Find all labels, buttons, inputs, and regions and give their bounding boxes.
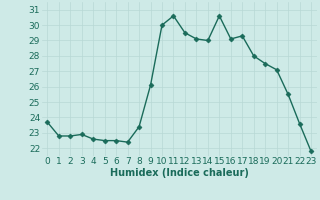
X-axis label: Humidex (Indice chaleur): Humidex (Indice chaleur)	[110, 168, 249, 178]
